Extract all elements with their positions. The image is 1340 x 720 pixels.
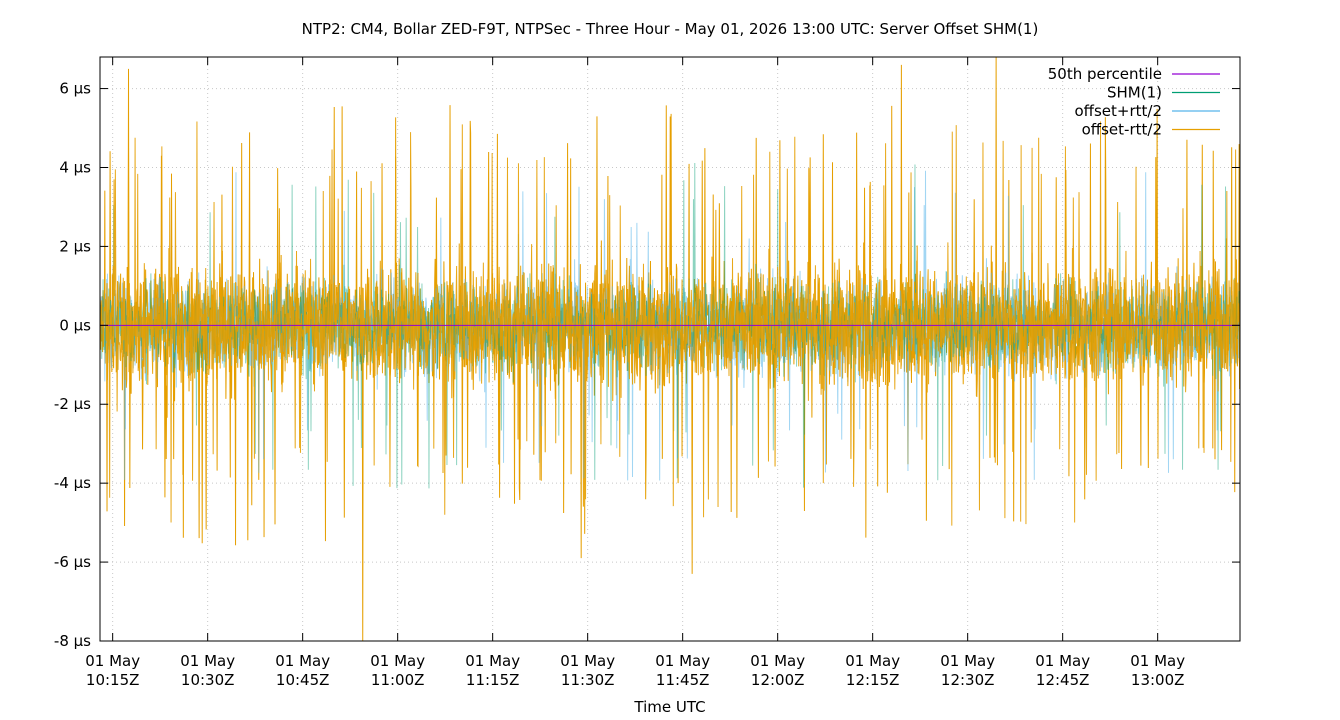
x-tick-label-time: 13:00Z [1131, 671, 1185, 689]
x-tick-label-date: 01 May [180, 652, 235, 670]
x-tick-label-date: 01 May [1130, 652, 1185, 670]
x-tick-label-time: 11:30Z [561, 671, 615, 689]
legend-label: SHM(1) [1107, 84, 1162, 102]
y-tick-label: 6 µs [59, 80, 91, 98]
y-tick-label: -2 µs [54, 395, 91, 413]
x-tick-label-time: 11:00Z [371, 671, 425, 689]
y-axis: -8 µs -6 µs -4 µs -2 µs 0 µs 2 µs 4 µs 6 µs [54, 80, 1240, 650]
y-tick-label: 2 µs [59, 237, 91, 255]
x-tick-label-time: 12:30Z [941, 671, 995, 689]
x-axis-label: Time UTC [633, 698, 705, 716]
x-tick-label-date: 01 May [940, 652, 995, 670]
x-tick-label-time: 12:15Z [846, 671, 900, 689]
legend-label: 50th percentile [1048, 65, 1162, 83]
y-tick-label: -4 µs [54, 474, 91, 492]
x-tick-label-date: 01 May [655, 652, 710, 670]
y-tick-label: 0 µs [59, 316, 91, 334]
x-tick-label-date: 01 May [465, 652, 520, 670]
x-tick-label-date: 01 May [370, 652, 425, 670]
y-tick-label: -8 µs [54, 632, 91, 650]
x-tick-label-time: 10:30Z [181, 671, 235, 689]
x-tick-label-time: 10:45Z [276, 671, 330, 689]
chart-title: NTP2: CM4, Bollar ZED-F9T, NTPSec - Thre… [302, 20, 1039, 38]
x-tick-label-date: 01 May [750, 652, 805, 670]
series-offset-minus-rtt-overlay [99, 121, 1241, 526]
x-tick-label-date: 01 May [560, 652, 615, 670]
x-tick-label-time: 11:45Z [656, 671, 710, 689]
series-shm1 [99, 162, 1241, 489]
x-tick-label-date: 01 May [275, 652, 330, 670]
legend-label: offset+rtt/2 [1074, 102, 1162, 120]
legend-label: offset-rtt/2 [1082, 121, 1162, 139]
y-tick-label: -6 µs [54, 553, 91, 571]
plot-border [99, 56, 1241, 642]
x-tick-label-time: 11:15Z [466, 671, 520, 689]
x-tick-label-time: 12:00Z [751, 671, 805, 689]
x-tick-label-date: 01 May [845, 652, 900, 670]
x-tick-label-date: 01 May [85, 652, 140, 670]
x-tick-label-time: 12:45Z [1036, 671, 1090, 689]
x-tick-label-time: 10:15Z [86, 671, 140, 689]
series-layer [99, 56, 1241, 642]
y-tick-label: 4 µs [59, 158, 91, 176]
x-tick-label-date: 01 May [1035, 652, 1090, 670]
legend: 50th percentileSHM(1)offset+rtt/2offset-… [1048, 65, 1220, 139]
